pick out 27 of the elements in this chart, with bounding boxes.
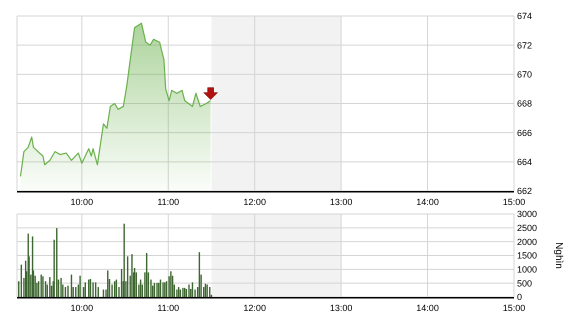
y-tick-label: 2000	[517, 236, 538, 247]
y-tick-label: 3000	[517, 209, 538, 220]
y-tick-label: 0	[517, 292, 522, 302]
y-tick-label: 664	[517, 156, 532, 167]
y-tick-label: 666	[517, 128, 532, 138]
y-tick-label: 670	[517, 69, 532, 80]
y-tick-label: 2500	[517, 222, 538, 233]
x-tick-label: 14:00	[416, 303, 439, 313]
y-axis-title: Nghìn	[553, 242, 564, 269]
x-tick-label: 15:00	[502, 197, 526, 207]
x-tick-label: 10:00	[70, 197, 94, 207]
x-tick-label: 12:00	[243, 303, 266, 313]
x-tick-label: 12:00	[243, 197, 266, 207]
y-tick-label: 662	[517, 186, 532, 196]
y-tick-label: 1000	[517, 264, 538, 274]
y-tick-label: 1500	[517, 250, 538, 261]
x-tick-label: 13:00	[330, 197, 352, 207]
y-tick-label: 672	[517, 40, 532, 50]
y-tick-label: 500	[517, 278, 532, 288]
x-tick-label: 11:00	[157, 303, 180, 313]
x-tick-label: 15:00	[502, 303, 526, 313]
x-tick-label: 13:00	[330, 303, 352, 313]
x-tick-label: 11:00	[157, 197, 180, 207]
x-tick-label: 10:00	[70, 303, 94, 313]
y-tick-label: 668	[517, 98, 532, 109]
y-tick-label: 674	[517, 11, 532, 22]
x-tick-label: 14:00	[416, 197, 439, 207]
